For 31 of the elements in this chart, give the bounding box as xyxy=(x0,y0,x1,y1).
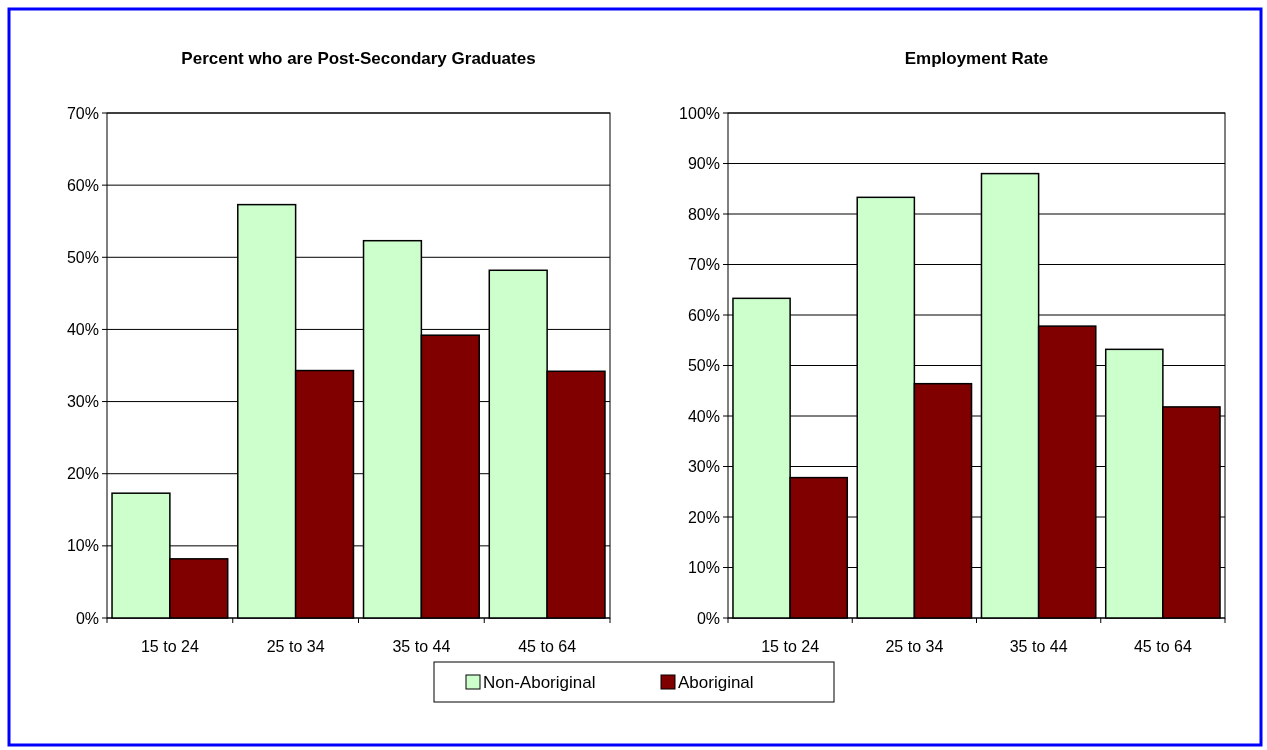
x-tick-label: 45 to 64 xyxy=(1133,638,1192,655)
y-tick-label: 90% xyxy=(687,155,720,173)
y-tick-label: 20% xyxy=(66,465,99,483)
y-tick-label: 40% xyxy=(687,407,720,425)
y-tick-label: 80% xyxy=(687,205,720,223)
chart-title: Employment Rate xyxy=(904,49,1049,68)
y-tick-label: 60% xyxy=(66,176,99,194)
y-tick-label: 0% xyxy=(696,609,720,627)
x-tick-label: 15 to 24 xyxy=(140,638,199,655)
y-tick-label: 60% xyxy=(687,306,720,324)
y-tick-label: 40% xyxy=(66,321,99,339)
x-tick-label: 15 to 24 xyxy=(761,638,820,655)
x-tick-label: 35 to 44 xyxy=(1009,638,1068,655)
y-tick-label: 0% xyxy=(75,609,99,627)
legend-label: Aboriginal xyxy=(678,672,754,692)
x-tick-label: 45 to 64 xyxy=(518,638,577,655)
y-tick-label: 100% xyxy=(679,104,720,122)
y-tick-label: 50% xyxy=(687,357,720,375)
y-tick-label: 20% xyxy=(687,508,720,526)
y-tick-label: 30% xyxy=(66,393,99,411)
x-tick-label: 25 to 34 xyxy=(885,638,944,655)
y-tick-label: 10% xyxy=(687,559,720,577)
legend-label: Non-Aboriginal xyxy=(483,672,596,692)
chart-title: Percent who are Post-Secondary Graduates xyxy=(181,49,536,68)
x-tick-label: 25 to 34 xyxy=(266,638,325,655)
x-tick-label: 35 to 44 xyxy=(392,638,451,655)
y-tick-label: 70% xyxy=(66,104,99,122)
y-tick-label: 70% xyxy=(687,256,720,274)
y-tick-label: 50% xyxy=(66,248,99,266)
y-tick-label: 30% xyxy=(687,458,720,476)
y-tick-label: 10% xyxy=(66,537,99,555)
